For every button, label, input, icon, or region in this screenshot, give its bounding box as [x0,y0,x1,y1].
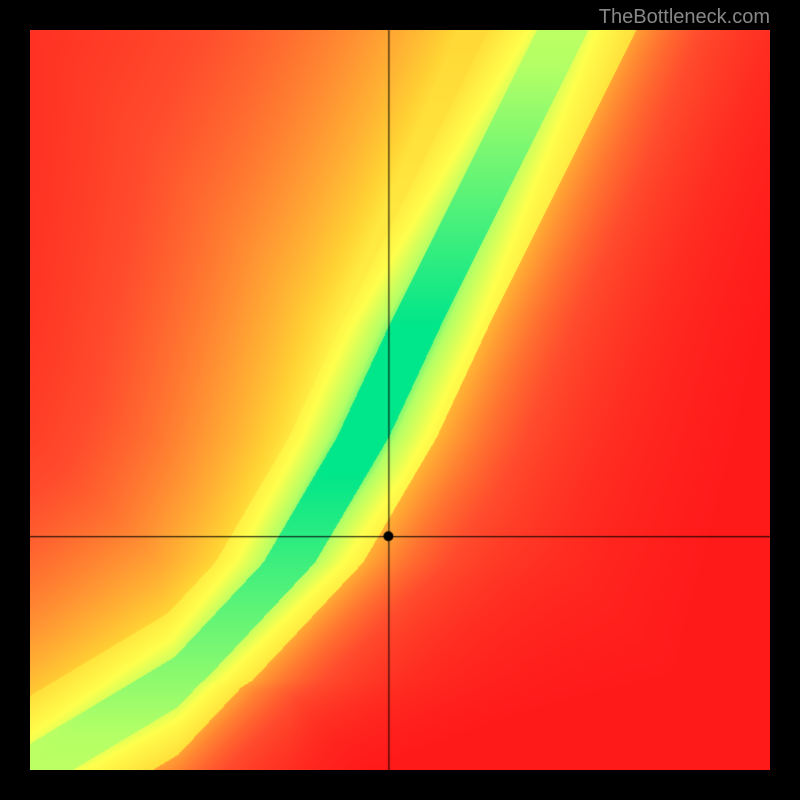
watermark-text: TheBottleneck.com [599,6,770,29]
bottleneck-heatmap [30,30,770,770]
heatmap-canvas [30,30,770,770]
